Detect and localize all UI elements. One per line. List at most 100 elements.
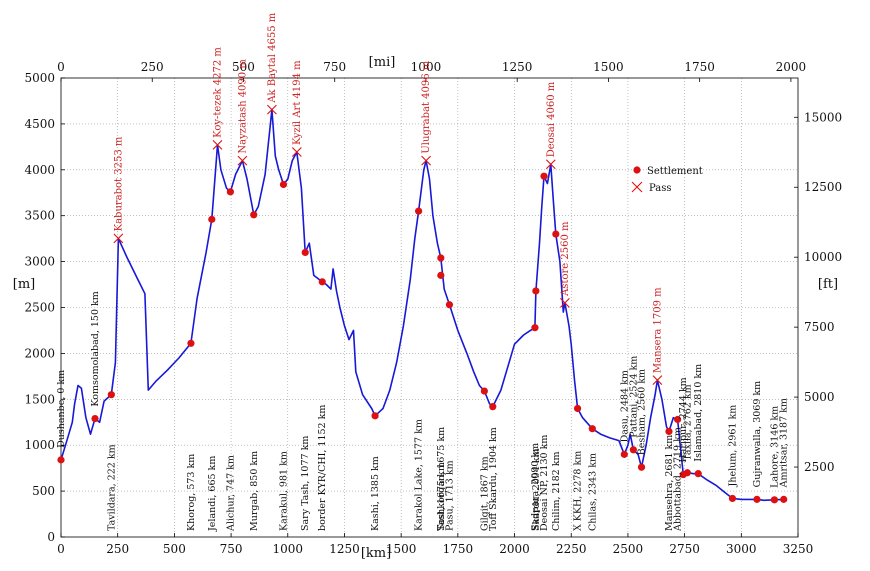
settlement-label: Taxila, 2762 km bbox=[682, 384, 693, 460]
settlement-marker bbox=[279, 180, 288, 189]
x-tick-label: 750 bbox=[220, 542, 243, 556]
settlement-label: Alichur, 747 km bbox=[225, 455, 236, 532]
settlement-marker bbox=[620, 450, 628, 458]
pass-marker-stroke bbox=[291, 147, 302, 157]
pass-label: Koy-tezek 4272 m bbox=[212, 47, 223, 138]
settlement-marker bbox=[415, 207, 423, 215]
y-tick-label: 5000 bbox=[24, 71, 55, 85]
y-tick-label: 4500 bbox=[24, 117, 55, 131]
settlement-marker bbox=[637, 463, 646, 471]
settlement-label: Karakol Lake, 1577 km bbox=[414, 419, 425, 531]
settlement-marker bbox=[107, 391, 115, 399]
x2-tick-label: 1500 bbox=[593, 60, 624, 74]
settlement-label: Karakul, 981 km bbox=[278, 451, 289, 531]
settlement-marker bbox=[552, 230, 560, 238]
pass-marker bbox=[291, 147, 302, 157]
y-tick-label: 4000 bbox=[24, 163, 55, 177]
settlement-marker bbox=[437, 271, 445, 279]
settlement-marker bbox=[540, 172, 548, 180]
settlement-marker bbox=[301, 248, 309, 257]
settlement-label: Dasu, 2484 km bbox=[619, 370, 630, 442]
settlement-marker bbox=[588, 425, 596, 433]
settlement-label: Murgab, 850 km bbox=[249, 451, 260, 531]
y2-tick-label: 10000 bbox=[804, 250, 842, 264]
x2-tick-label: 750 bbox=[323, 60, 346, 74]
y2-tick-label: 15000 bbox=[804, 110, 842, 124]
pass-label: Kyzil Art 4194 m bbox=[292, 60, 303, 145]
settlement-label: Besham, 2560 km bbox=[637, 369, 648, 455]
x-tick-label: 0 bbox=[57, 542, 65, 556]
settlement-marker bbox=[250, 211, 258, 219]
settlement-label: Gilgit, 1867 km bbox=[479, 456, 490, 531]
settlement-marker bbox=[187, 339, 195, 347]
settlement-label: Islamabad, 2810 km bbox=[693, 364, 704, 462]
pass-marker bbox=[545, 159, 556, 170]
settlement-marker bbox=[531, 324, 539, 332]
legend: Settlement Pass bbox=[631, 166, 703, 194]
settlement-marker bbox=[629, 446, 637, 454]
pass-marker bbox=[212, 139, 223, 150]
legend-pass-marker bbox=[631, 181, 643, 193]
pass-marker-stroke bbox=[421, 155, 431, 166]
y-tick-label: 1000 bbox=[24, 438, 55, 452]
settlement-label: Khorog, 573 km bbox=[186, 454, 197, 531]
settlement-label: Jelandi, 665 km bbox=[207, 456, 218, 532]
settlement-label: Tavildara, 222 km bbox=[106, 444, 117, 531]
settlement-marker bbox=[665, 427, 673, 436]
pass-label: Deosai 4060 m bbox=[546, 81, 557, 157]
settlement-label: Sary Tash, 1077 km bbox=[300, 436, 311, 531]
x2-tick-label: 1750 bbox=[684, 60, 715, 74]
settlement-marker bbox=[532, 287, 540, 295]
x-tick-label: 2250 bbox=[556, 542, 587, 556]
y2-tick-label: 5000 bbox=[804, 390, 835, 404]
x2-tick-label: 0 bbox=[57, 60, 65, 74]
legend-settlement-label: Settlement bbox=[647, 166, 703, 177]
settlement-label: Kashi, 1385 km bbox=[370, 456, 381, 531]
settlement-label: border KYR/CHI, 1152 km bbox=[317, 405, 328, 531]
pass-marker-stroke bbox=[545, 159, 556, 170]
settlement-marker bbox=[770, 496, 779, 504]
settlement-label: Deosai NP, 2130 km bbox=[539, 435, 550, 531]
pass-marker-stroke bbox=[267, 104, 277, 115]
settlement-label: Sost, 1675 km bbox=[436, 462, 447, 531]
series-line bbox=[60, 108, 784, 502]
settlement-label: Skardu, 2094 km bbox=[531, 448, 542, 531]
y-tick-label: 3500 bbox=[24, 209, 55, 223]
x-tick-label: 500 bbox=[163, 542, 186, 556]
settlement-label: Haripur, 2744 km bbox=[678, 377, 689, 462]
pass-label: Ulugrabat 4096 m bbox=[421, 60, 432, 153]
y-axis-label: [m] bbox=[13, 277, 35, 292]
markers bbox=[57, 104, 788, 504]
settlement-marker bbox=[753, 495, 761, 503]
pass-marker bbox=[267, 104, 277, 115]
x-tick-label: 1250 bbox=[329, 542, 360, 556]
y-tick-label: 1500 bbox=[24, 392, 55, 406]
pass-marker bbox=[652, 375, 663, 386]
x2-axis-label: [mi] bbox=[369, 55, 396, 70]
pass-marker bbox=[559, 298, 570, 308]
x2-tick-label: 500 bbox=[232, 60, 255, 74]
pass-label: Kaburabot 3253 m bbox=[113, 136, 124, 231]
settlement-marker bbox=[318, 278, 326, 286]
settlement-label: Komsomolabad, 150 km bbox=[90, 291, 101, 406]
settlement-marker bbox=[480, 387, 488, 395]
pass-marker-stroke bbox=[652, 375, 663, 386]
settlement-label: Lahore, 3146 km bbox=[769, 406, 780, 488]
y2-tick-label: 7500 bbox=[804, 320, 835, 334]
settlement-marker bbox=[445, 301, 454, 309]
legend-pass-label: Pass bbox=[649, 183, 672, 194]
settlement-marker bbox=[208, 215, 216, 223]
x-tick-label: 3250 bbox=[783, 542, 814, 556]
y-tick-label: 2500 bbox=[24, 301, 55, 315]
x-tick-label: 2000 bbox=[499, 542, 530, 556]
settlement-label: Pasu, 1713 km bbox=[444, 460, 455, 531]
settlement-label: Chilim, 2182 km bbox=[551, 451, 562, 531]
pass-marker-stroke bbox=[212, 139, 223, 150]
pass-marker bbox=[237, 155, 248, 166]
x-tick-label: 250 bbox=[106, 542, 129, 556]
settlement-marker bbox=[573, 404, 582, 413]
settlement-marker bbox=[694, 470, 702, 478]
settlement-label: Tashkorgan, 1675 km bbox=[436, 427, 447, 531]
pass-label: Nayzatash 4090 m bbox=[237, 59, 248, 154]
settlement-marker bbox=[226, 188, 234, 196]
